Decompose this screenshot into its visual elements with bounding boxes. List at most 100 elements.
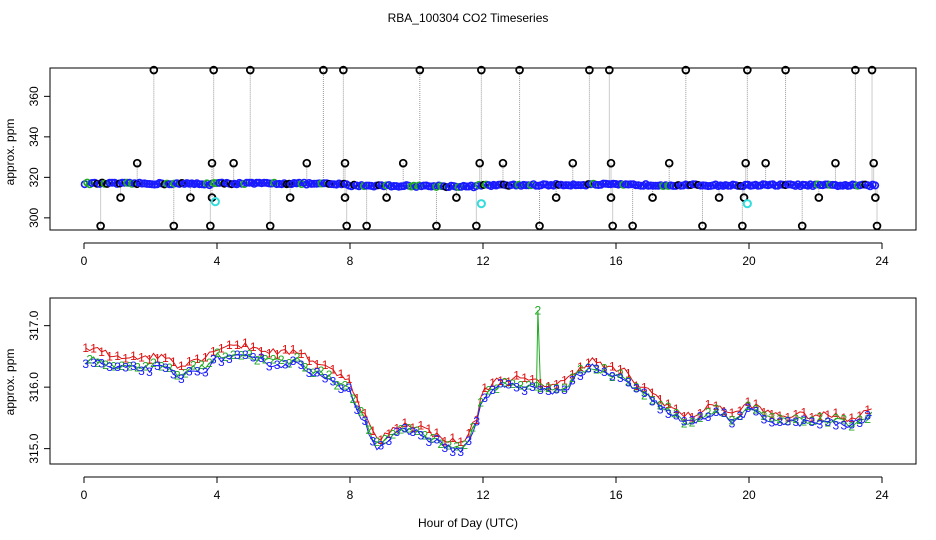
series-2-marker: 2 — [429, 432, 436, 446]
top-baseline-point — [821, 180, 830, 189]
top-baseline-point — [320, 179, 329, 188]
series-2-marker: 2 — [461, 438, 468, 452]
top-baseline-point — [362, 181, 371, 190]
series-3-marker: 3 — [529, 380, 536, 394]
bottom-y-tick-label: 315.0 — [27, 433, 41, 463]
bottom-y-tick-label: 317.0 — [27, 310, 41, 340]
series-2-marker: 2 — [777, 412, 784, 426]
bottom-x-tick-label: 4 — [214, 488, 221, 502]
series-2-marker: 2 — [262, 353, 269, 367]
series-1-marker: 1 — [609, 359, 616, 373]
top-baseline-point — [522, 181, 531, 190]
bottom-x-tick-label: 16 — [609, 488, 623, 502]
series-1-marker: 1 — [290, 343, 297, 357]
top-outlier-point — [186, 193, 195, 202]
series-1-marker: 1 — [218, 342, 225, 356]
chart-title: RBA_100304 CO2 Timeseries — [388, 11, 549, 25]
series-2-marker: 2 — [697, 411, 704, 425]
series-3-marker: 3 — [186, 364, 193, 378]
bottom-y-tick-label: 316.0 — [27, 372, 41, 402]
series-1-marker: 1 — [409, 421, 416, 435]
series-2-marker: 2 — [453, 439, 460, 453]
series-1-marker: 1 — [816, 410, 823, 424]
top-y-axis: 300 320 340 360 — [27, 86, 51, 228]
top-outlier-point — [869, 158, 878, 168]
series-1-marker: 1 — [266, 347, 273, 361]
top-outlier-point — [169, 221, 179, 231]
series-3-marker: 3 — [641, 386, 648, 400]
series-3-marker: 3 — [425, 435, 432, 449]
series-2-marker: 2 — [469, 421, 476, 435]
series-1-marker: 1 — [322, 358, 329, 372]
series-2-marker: 2 — [390, 427, 397, 441]
top-x-tick-label: 12 — [476, 254, 490, 268]
series-1-marker: 1 — [170, 355, 177, 369]
bottom-x-tick-label: 0 — [81, 488, 88, 502]
top-outlier-point — [741, 158, 750, 168]
series-2-marker: 2 — [382, 432, 389, 446]
top-outlier-point — [814, 193, 824, 202]
series-2-marker: 2 — [569, 371, 576, 385]
series-3-marker: 3 — [489, 383, 496, 397]
top-baseline-point — [242, 178, 251, 187]
series-2-marker: 2 — [729, 414, 736, 428]
series-1-marker: 1 — [649, 386, 656, 400]
series-2-marker: 2 — [848, 419, 855, 433]
top-outlier-point — [606, 193, 616, 202]
series-2-marker: 2 — [501, 376, 508, 390]
bottom-x-tick-label: 12 — [476, 488, 490, 502]
top-outlier-point — [648, 193, 657, 202]
series-2-marker: 2 — [230, 348, 237, 362]
series-1-marker: 1 — [82, 341, 89, 355]
series-3-marker: 3 — [146, 365, 153, 379]
top-outlier-point — [743, 65, 752, 75]
series-3-marker: 3 — [330, 375, 337, 389]
top-outlier-point — [398, 158, 408, 168]
top-outlier-point — [342, 221, 351, 231]
top-outlier-point — [472, 221, 481, 231]
series-1-marker: 1 — [593, 356, 600, 370]
top-outlier-point — [551, 193, 561, 202]
top-outlier-point — [415, 65, 425, 75]
series-1-marker: 1 — [521, 371, 528, 385]
series-3-marker: 3 — [433, 433, 440, 447]
top-outlier-point — [605, 65, 614, 75]
top-outlier-point — [664, 158, 674, 168]
series-1-marker: 1 — [441, 435, 448, 449]
series-3-marker: 3 — [713, 405, 720, 419]
series-1-marker: 1 — [497, 374, 504, 388]
series-2-marker: 2 — [477, 396, 484, 410]
series-1-marker: 1 — [330, 362, 337, 376]
top-baseline-point — [858, 180, 867, 189]
series-2-marker: 2 — [86, 353, 93, 367]
top-outlier-point — [209, 65, 218, 75]
series-3-marker: 3 — [266, 360, 273, 374]
top-outlier-point — [568, 158, 578, 168]
series-2-marker: 2 — [445, 439, 452, 453]
series-1-marker: 1 — [130, 349, 137, 363]
series-3-marker: 3 — [290, 354, 297, 368]
series-2-marker: 2 — [254, 353, 261, 367]
series-2-marker: 2 — [350, 392, 357, 406]
series-3-marker: 3 — [473, 415, 480, 429]
series-1-marker: 1 — [753, 397, 760, 411]
top-outlier-point — [871, 193, 880, 202]
top-baseline-point — [310, 179, 319, 188]
series-1-marker: 1 — [745, 395, 752, 409]
series-1-marker: 1 — [665, 397, 672, 411]
series-2-marker: 2 — [585, 361, 592, 375]
series-2-marker: 2 — [769, 411, 776, 425]
top-outlier-point — [149, 65, 159, 75]
series-2-marker: 2 — [713, 402, 720, 416]
series-3-marker: 3 — [298, 358, 305, 372]
top-x-tick-label: 4 — [214, 254, 221, 268]
series-2-marker: 2 — [278, 353, 285, 367]
top-x-tick-label: 24 — [875, 254, 889, 268]
series-2-marker: 2 — [246, 347, 253, 361]
series-1-marker: 1 — [473, 413, 480, 427]
series-2-marker: 2 — [545, 381, 552, 395]
series-3-marker: 3 — [202, 366, 209, 380]
series-3-marker: 3 — [386, 434, 393, 448]
series-2-marker: 2 — [294, 351, 301, 365]
